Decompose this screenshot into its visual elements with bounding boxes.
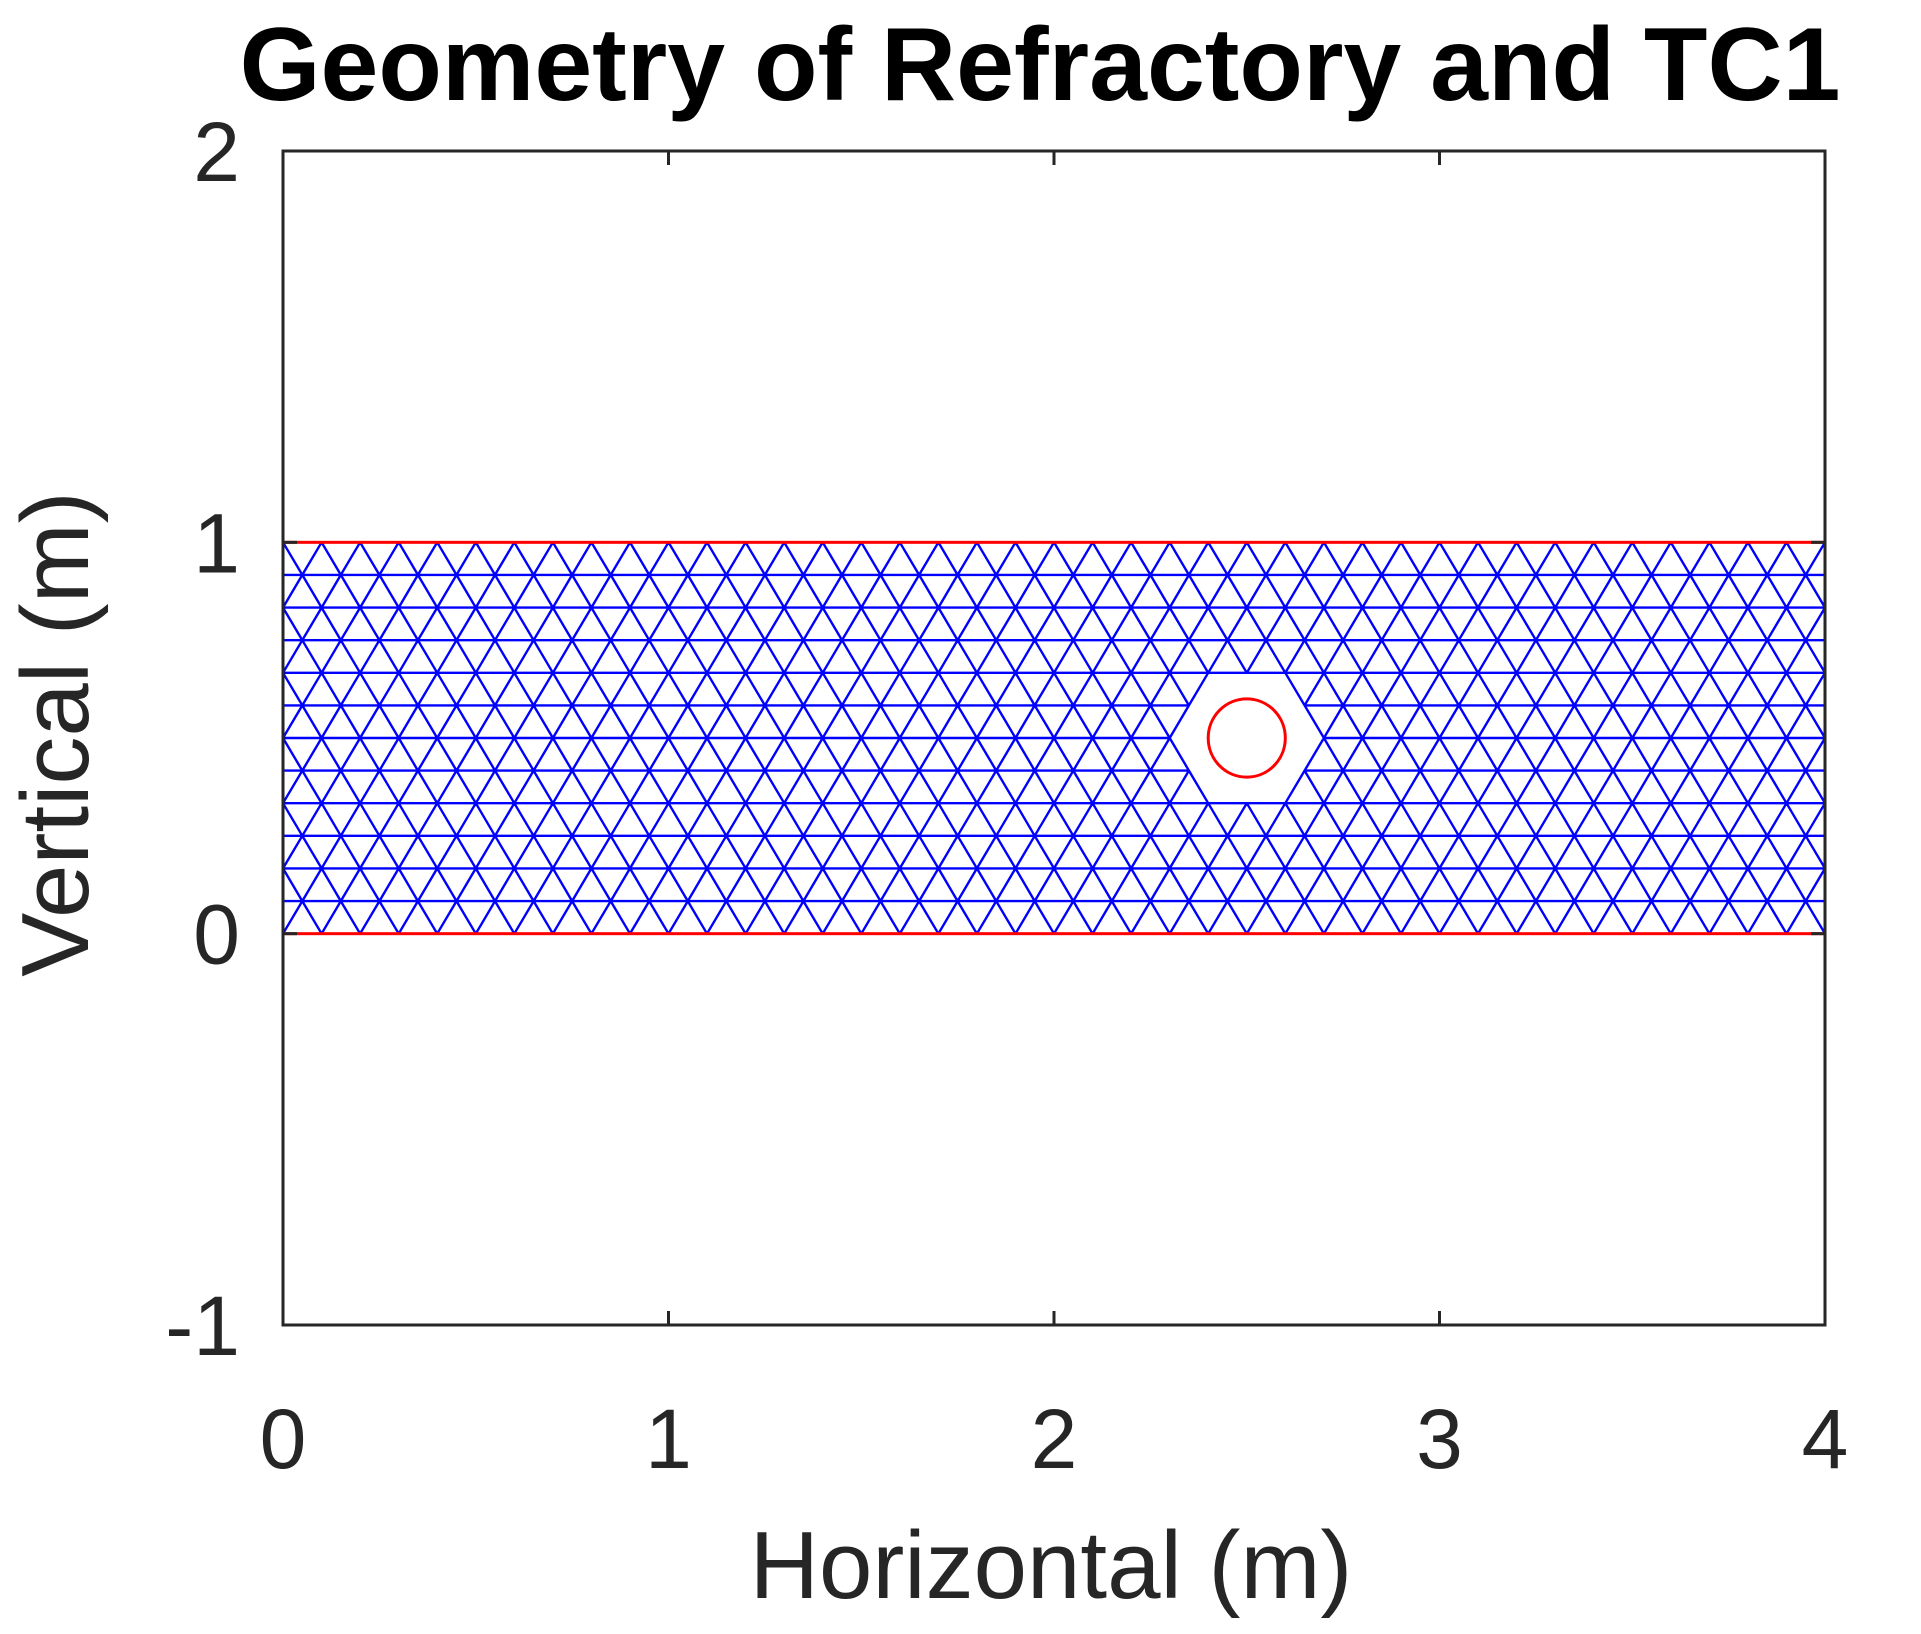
y-axis-label: Vertical (m) (2, 491, 109, 976)
y-tick-label: 0 (193, 888, 240, 982)
x-tick-label: 1 (645, 1392, 692, 1486)
y-tick-label: 1 (193, 496, 240, 590)
chart-title: Geometry of Refractory and TC1 (240, 7, 1841, 123)
x-axis-label: Horizontal (m) (750, 1512, 1353, 1619)
x-tick-label: 0 (260, 1392, 307, 1486)
axis-ticks (281, 149, 1827, 1327)
tc1-hole-boundary (1206, 697, 1287, 779)
x-tick-label: 4 (1802, 1392, 1849, 1486)
y-tick-label: -1 (165, 1279, 240, 1373)
y-tick-label: 2 (193, 105, 240, 199)
x-tick-label: 3 (1416, 1392, 1463, 1486)
x-tick-label: 2 (1031, 1392, 1078, 1486)
